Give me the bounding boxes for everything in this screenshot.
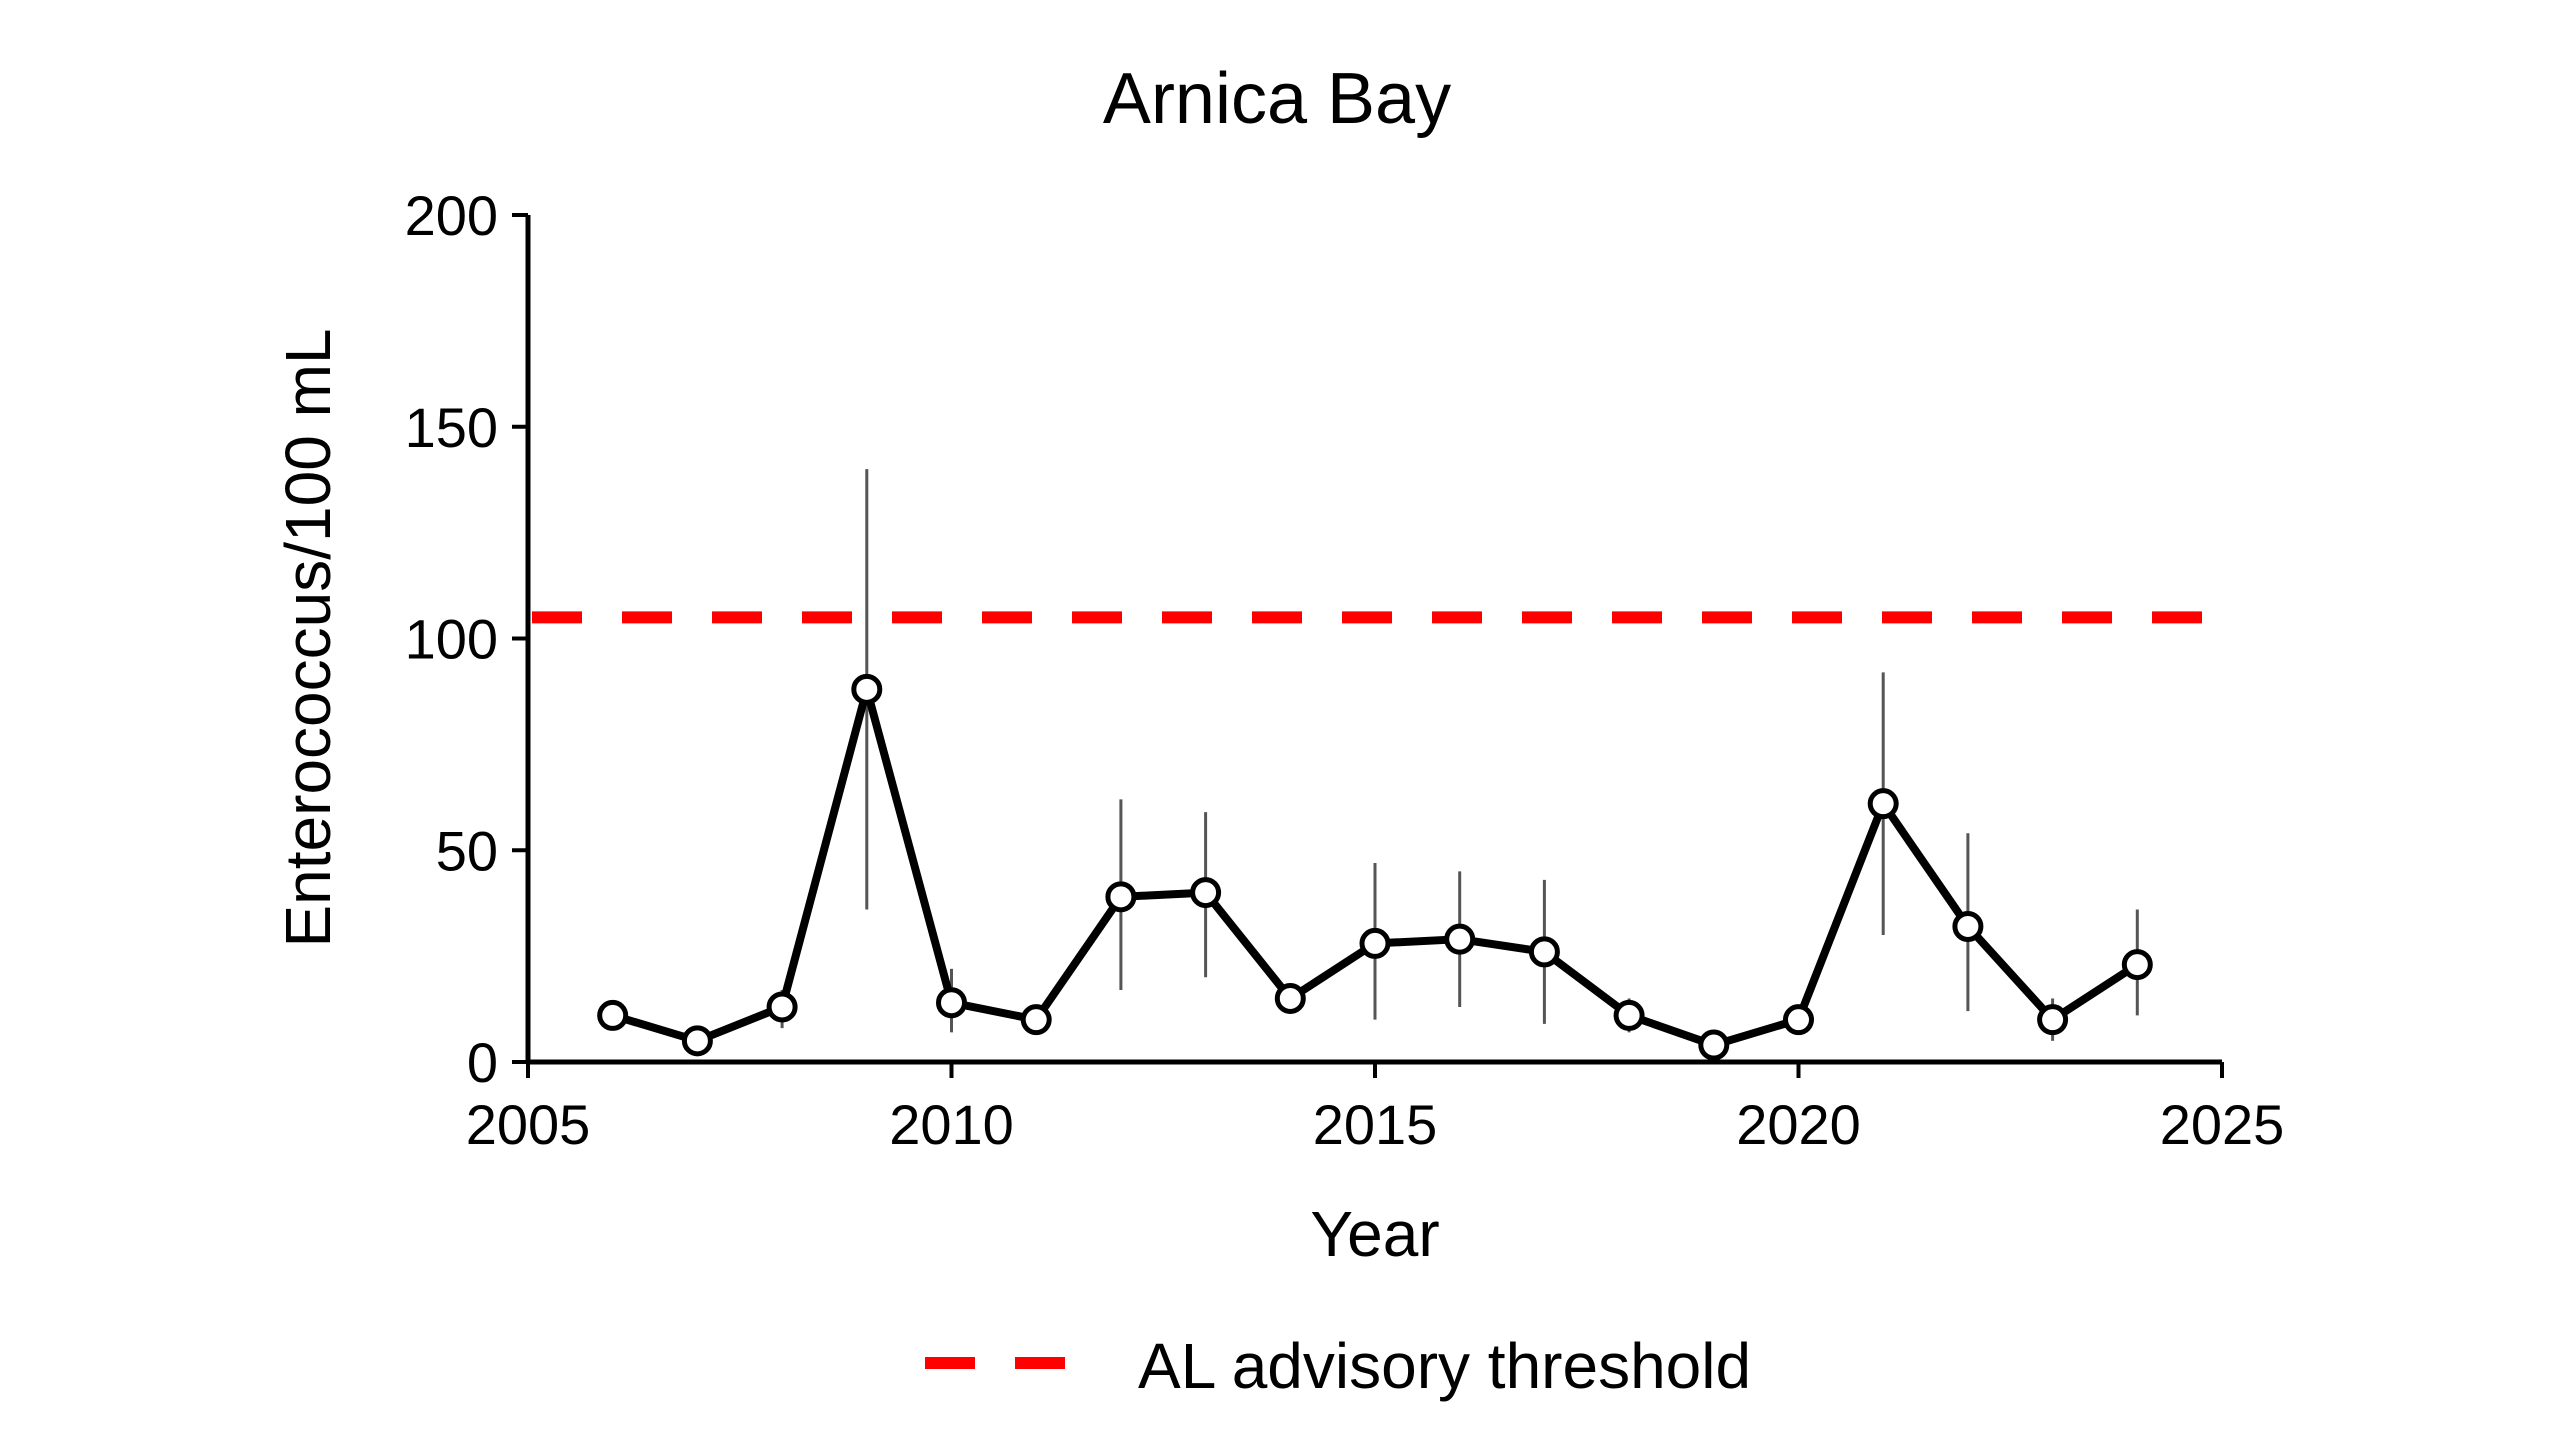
data-point — [1359, 927, 1391, 959]
legend-label-threshold: AL advisory threshold — [1138, 1330, 1751, 1402]
x-tick-label: 2020 — [1736, 1093, 1861, 1156]
x-tick-label: 2005 — [466, 1093, 591, 1156]
chart-title: Arnica Bay — [1103, 59, 1451, 139]
y-tick-label: 100 — [405, 608, 498, 671]
data-point — [851, 673, 883, 705]
data-point — [766, 991, 798, 1023]
x-tick-label: 2010 — [889, 1093, 1014, 1156]
data-point — [1867, 788, 1899, 820]
y-axis-label: Enterococcus/100 mL — [272, 329, 344, 948]
data-point — [681, 1025, 713, 1057]
x-axis-label: Year — [1310, 1198, 1439, 1270]
y-tick-label: 150 — [405, 396, 498, 459]
data-point — [936, 987, 967, 1019]
data-point — [1190, 877, 1222, 909]
data-point — [1783, 1004, 1814, 1036]
legend: AL advisory threshold — [925, 1330, 1751, 1402]
data-point — [1528, 936, 1560, 968]
data-point — [2037, 1004, 2069, 1036]
data-point — [1274, 982, 1306, 1014]
data-point — [597, 999, 629, 1031]
x-tick-label: 2015 — [1313, 1093, 1438, 1156]
y-tick-label: 200 — [405, 184, 498, 247]
y-tick-label: 0 — [467, 1031, 498, 1094]
y-tick-label: 50 — [436, 819, 498, 882]
series-group — [597, 673, 2153, 1061]
data-point — [1613, 999, 1645, 1031]
data-point — [1698, 1029, 1730, 1061]
data-point — [2121, 949, 2153, 981]
data-point — [1444, 923, 1476, 955]
data-point — [1020, 1004, 1052, 1036]
x-tick-label: 2025 — [2160, 1093, 2285, 1156]
data-point — [1952, 910, 1984, 942]
ticks: 0 50 100 150 200 2005 2010 2015 2020 2025 — [405, 184, 2285, 1156]
data-point — [1105, 881, 1137, 913]
